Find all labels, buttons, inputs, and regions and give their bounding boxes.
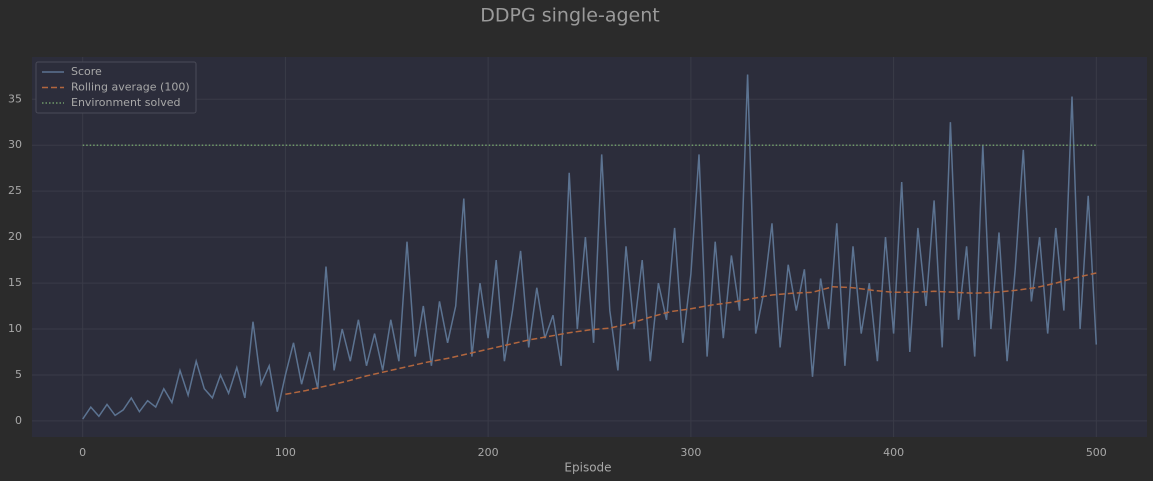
legend-label: Score	[71, 65, 102, 78]
legend-label: Environment solved	[71, 96, 181, 109]
legend-box	[35, 61, 197, 114]
y-tick-label: 25	[8, 184, 22, 197]
legend-label: Rolling average (100)	[71, 81, 190, 94]
x-tick-label: 400	[883, 446, 904, 459]
y-tick-label: 30	[8, 138, 22, 151]
y-tick-label: 15	[8, 276, 22, 289]
y-tick-label: 0	[15, 414, 22, 427]
y-tick-label: 5	[15, 368, 22, 381]
x-tick-label: 500	[1086, 446, 1107, 459]
y-tick-label: 20	[8, 230, 22, 243]
x-tick-label: 100	[275, 446, 296, 459]
chart-title: DDPG single-agent	[480, 5, 659, 27]
y-tick-label: 10	[8, 322, 22, 335]
series-line	[82, 74, 1098, 420]
x-tick-label: 300	[680, 446, 701, 459]
y-tick-label: 35	[8, 92, 22, 105]
series-line	[285, 272, 1097, 396]
x-tick-label: 200	[478, 446, 499, 459]
x-axis-label: Episode	[564, 461, 611, 475]
plot-area	[32, 57, 1147, 437]
x-tick-label: 0	[79, 446, 86, 459]
